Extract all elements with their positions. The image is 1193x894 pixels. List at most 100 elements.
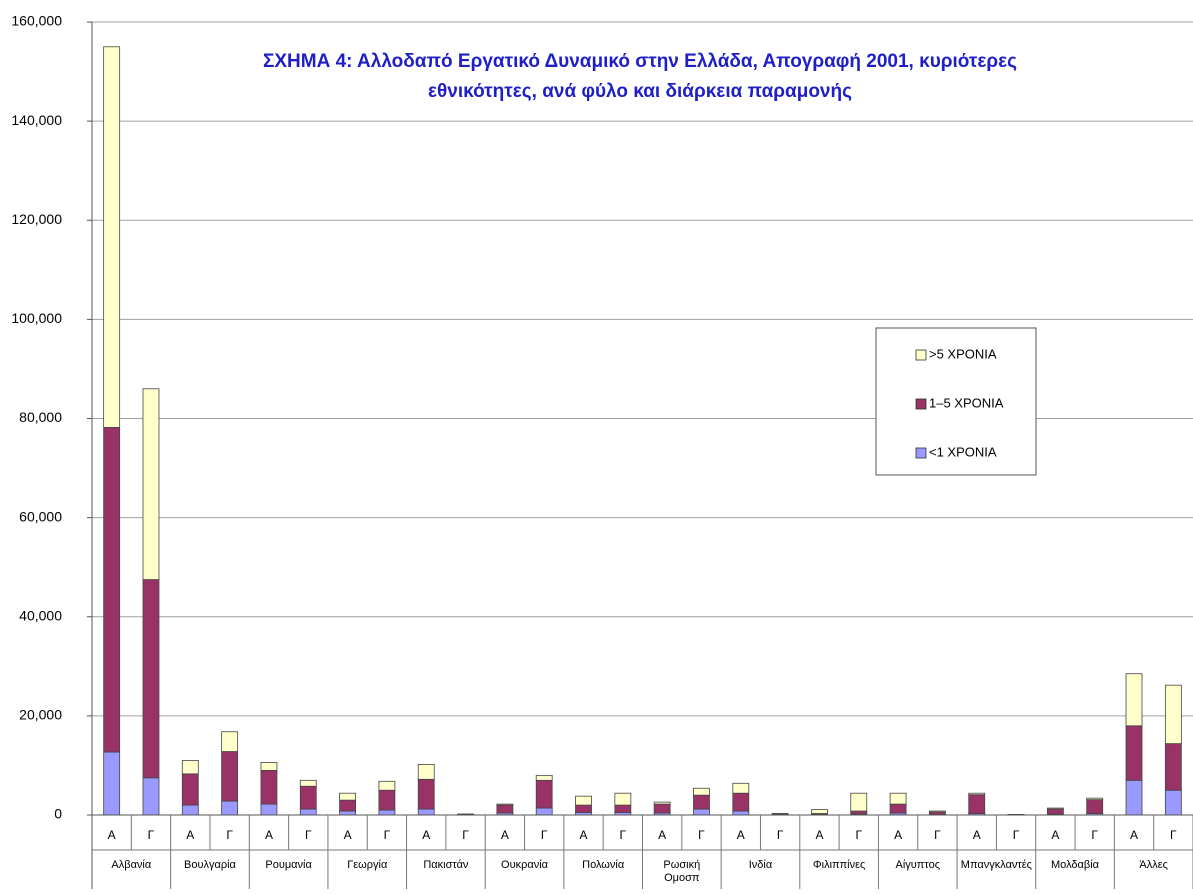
bar-segment: [1165, 744, 1181, 791]
x-tick-label: Α: [894, 828, 902, 842]
bar-segment: [143, 389, 159, 580]
y-tick-label: 0: [54, 806, 62, 822]
bar-segment: [969, 795, 985, 814]
x-tick-label: Α: [422, 828, 430, 842]
group-label: Ρωσική: [663, 859, 700, 871]
bar-segment: [536, 780, 552, 808]
bar-segment: [300, 786, 316, 809]
x-tick-label: Α: [265, 828, 273, 842]
bar-segment: [261, 770, 277, 804]
bar-segment: [1087, 798, 1103, 799]
x-tick-label: Α: [658, 828, 666, 842]
x-tick-label: Α: [815, 828, 823, 842]
bar-segment: [340, 811, 356, 815]
bar-segment: [851, 811, 867, 814]
bar-segment: [143, 778, 159, 815]
y-tick-label: 160,000: [11, 13, 62, 29]
bar-segment: [1126, 674, 1142, 726]
bar-segment: [1165, 685, 1181, 743]
bar-segment: [222, 752, 238, 802]
y-tick-label: 140,000: [11, 112, 62, 128]
bar-segment: [222, 732, 238, 752]
bar-segment: [733, 783, 749, 793]
group-label: Ινδία: [749, 859, 773, 871]
bar-segment: [104, 427, 120, 752]
x-tick-label: Γ: [305, 828, 312, 842]
bar-segment: [851, 793, 867, 811]
group-label: Μπανγκλαντές: [961, 859, 1032, 871]
bar-segment: [576, 796, 592, 805]
bar-segment: [379, 810, 395, 815]
legend-label: >5 ΧΡΟΝΙΑ: [929, 346, 997, 361]
bar-segment: [182, 805, 198, 815]
bar-segment: [929, 811, 945, 812]
legend-swatch: [916, 399, 926, 409]
x-tick-label: Γ: [855, 828, 862, 842]
group-label: Φιλιππίνες: [813, 859, 866, 871]
bar-segment: [300, 809, 316, 815]
bar-segment: [104, 47, 120, 428]
x-tick-label: Α: [344, 828, 352, 842]
x-tick-label: Γ: [148, 828, 155, 842]
bar-segment: [654, 804, 670, 813]
bar-segment: [693, 788, 709, 795]
bar-segment: [418, 764, 434, 779]
group-label: Βουλγαρία: [184, 859, 237, 871]
x-tick-label: Γ: [777, 828, 784, 842]
x-tick-label: Α: [108, 828, 116, 842]
bar-segment: [379, 790, 395, 810]
bar-segment: [693, 809, 709, 815]
bar-segment: [261, 762, 277, 770]
legend-label: 1–5 ΧΡΟΝΙΑ: [929, 395, 1004, 410]
group-label: Ομοσπ: [664, 872, 700, 884]
bar-segment: [1087, 800, 1103, 814]
group-label: Αλβανία: [111, 859, 151, 871]
bar-segment: [654, 802, 670, 804]
chart-title: ΣΧΗΜΑ 4: Αλλοδαπό Εργατικό Δυναμικό στην…: [263, 51, 1017, 72]
bar-segment: [182, 774, 198, 805]
bar-segment: [733, 793, 749, 811]
y-tick-label: 20,000: [19, 707, 62, 723]
group-label: Μολδαβία: [1051, 859, 1100, 871]
bar-segment: [536, 775, 552, 780]
bar-segment: [1165, 790, 1181, 815]
x-tick-label: Α: [973, 828, 981, 842]
bar-segment: [418, 809, 434, 815]
bar-segment: [261, 804, 277, 815]
bar-segment: [104, 752, 120, 815]
bar-segment: [497, 805, 513, 813]
bar-segment: [143, 580, 159, 778]
bar-segment: [890, 804, 906, 813]
bar-segment: [379, 781, 395, 790]
y-tick-label: 100,000: [11, 310, 62, 326]
group-label: Γεωργία: [347, 859, 388, 871]
x-tick-label: Γ: [1013, 828, 1020, 842]
y-tick-label: 80,000: [19, 409, 62, 425]
group-label: Πακιστάν: [423, 859, 469, 871]
x-tick-label: Γ: [462, 828, 469, 842]
bar-segment: [222, 801, 238, 815]
legend-label: <1 ΧΡΟΝΙΑ: [929, 444, 997, 459]
legend-swatch: [916, 448, 926, 458]
bar-segment: [811, 810, 827, 814]
group-label: Ρουμανία: [265, 859, 312, 871]
bar-segment: [693, 795, 709, 809]
bar-segment: [1126, 726, 1142, 781]
x-tick-label: Γ: [1091, 828, 1098, 842]
bar-segment: [340, 800, 356, 811]
bar-segment: [418, 779, 434, 809]
x-tick-label: Γ: [384, 828, 391, 842]
bar-segment: [1126, 780, 1142, 815]
y-tick-label: 40,000: [19, 607, 62, 623]
x-tick-label: Α: [501, 828, 509, 842]
bar-segment: [890, 793, 906, 804]
bar-segment: [615, 805, 631, 812]
bar-segment: [300, 780, 316, 786]
x-tick-label: Γ: [934, 828, 941, 842]
bar-segment: [969, 793, 985, 794]
bar-segment: [733, 811, 749, 815]
x-tick-label: Γ: [620, 828, 627, 842]
bar-segment: [1047, 809, 1063, 814]
x-tick-label: Α: [737, 828, 745, 842]
